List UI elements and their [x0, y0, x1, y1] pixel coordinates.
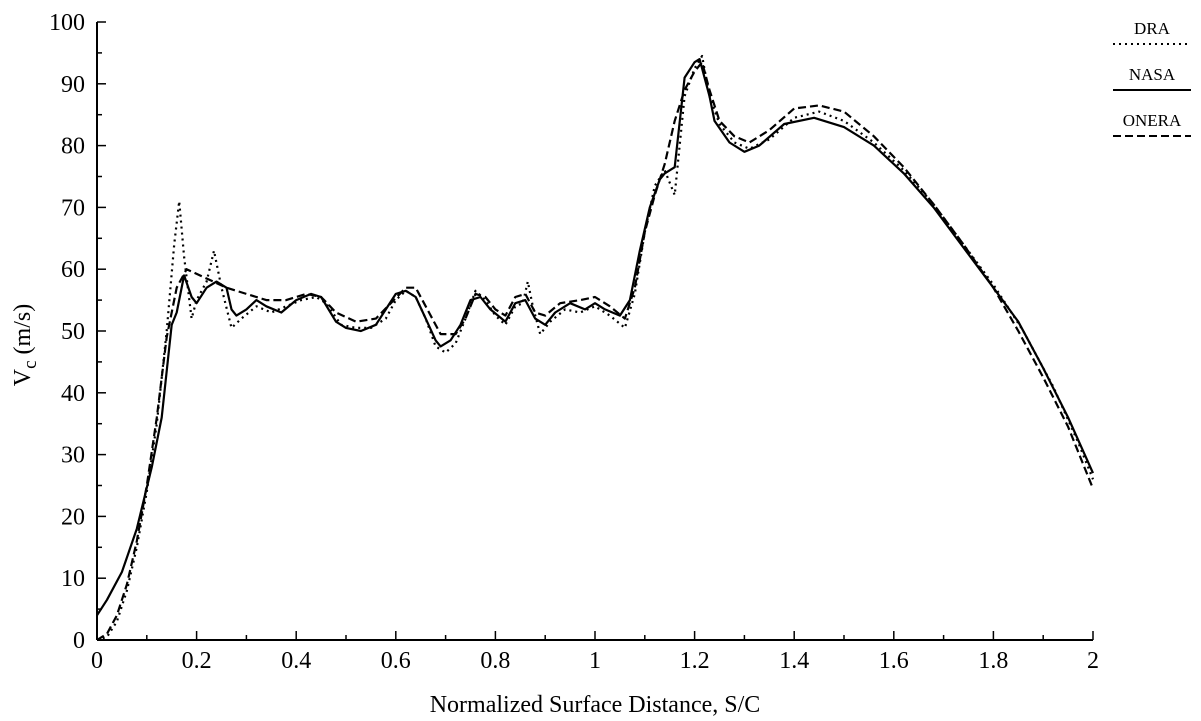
x-tick-label: 1.8 — [978, 648, 1008, 674]
x-axis-title: Normalized Surface Distance, S/C — [430, 692, 761, 718]
series-line-onera — [96, 61, 1095, 641]
series-line-dra — [96, 54, 1095, 642]
y-tick-label: 60 — [61, 257, 85, 283]
legend-label-dra: DRA — [1134, 19, 1171, 38]
y-tick-label: 40 — [61, 381, 85, 407]
y-tick-label: 0 — [73, 628, 85, 654]
y-axis-title-unit: (m/s) — [10, 304, 36, 361]
chart-series — [96, 54, 1095, 642]
y-tick-label: 100 — [49, 10, 85, 36]
x-tick-label: 0.2 — [182, 648, 212, 674]
y-axis-title: Vc (m/s) — [10, 304, 41, 386]
x-tick-label: 1 — [589, 648, 601, 674]
y-tick-label: 80 — [61, 134, 85, 160]
chart-legend: DRA NASA ONERA — [1113, 19, 1191, 137]
x-tick-label: 0 — [91, 648, 103, 674]
y-tick-label: 20 — [61, 504, 85, 530]
x-tick-label: 1.6 — [879, 648, 909, 674]
x-tick-label: 0.8 — [480, 648, 510, 674]
x-tick-label: 2 — [1087, 648, 1099, 674]
y-tick-label: 10 — [61, 566, 85, 592]
chart-axes — [96, 22, 1093, 641]
y-tick-label: 50 — [61, 319, 85, 345]
y-axis-title-main: V — [10, 368, 36, 386]
x-tick-label: 1.2 — [680, 648, 710, 674]
x-axis-ticks: 0 0.2 0.4 0.6 0.8 1 1.2 1.4 1.6 1.8 2 — [91, 631, 1099, 674]
y-axis-title-subscript: c — [20, 360, 41, 368]
y-axis-ticks: 0 10 20 30 40 50 60 70 80 90 100 — [49, 10, 106, 654]
legend-label-nasa: NASA — [1129, 65, 1176, 84]
y-tick-label: 70 — [61, 195, 85, 221]
legend-label-onera: ONERA — [1123, 111, 1182, 130]
x-tick-label: 0.6 — [381, 648, 411, 674]
x-tick-label: 1.4 — [779, 648, 809, 674]
series-line-nasa — [96, 58, 1095, 616]
x-tick-label: 0.4 — [281, 648, 311, 674]
y-tick-label: 30 — [61, 443, 85, 469]
y-tick-label: 90 — [61, 72, 85, 98]
